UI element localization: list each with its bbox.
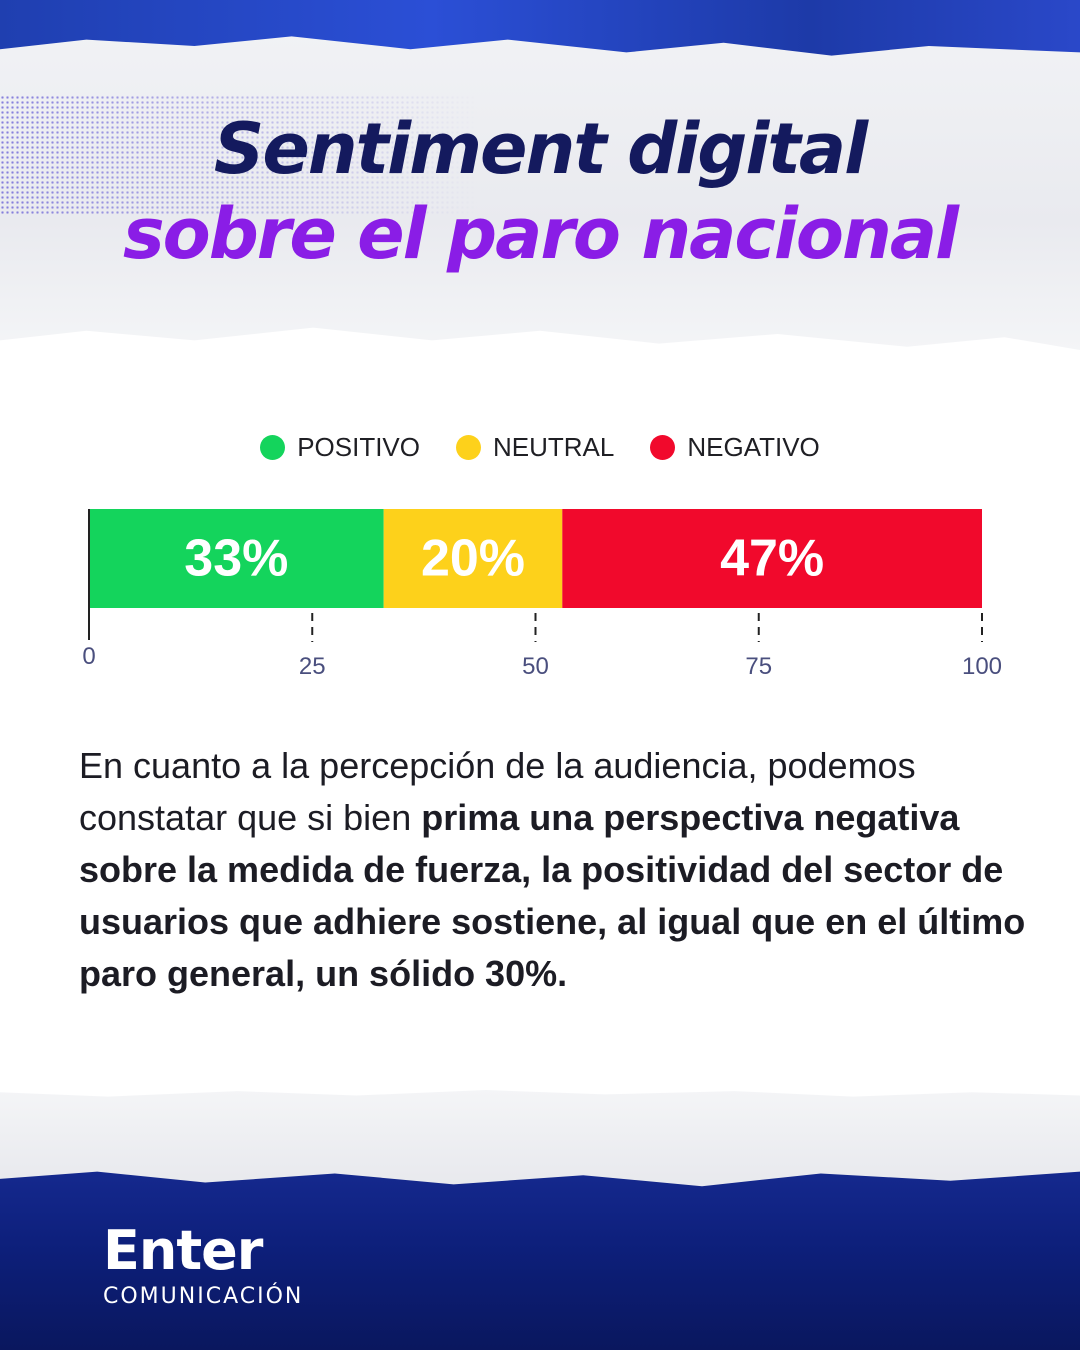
legend-label-neutral: NEUTRAL [493, 432, 615, 462]
summary-text-regular: En cuanto a la percepción de la audienci… [79, 745, 916, 838]
legend-dot-positivo [260, 435, 286, 460]
summary-paragraph: En cuanto a la percepción de la audienci… [79, 740, 1029, 1000]
legend-label-negativo: NEGATIVO [687, 432, 820, 462]
bar-label-neutral: 20% [421, 530, 525, 588]
logo-name: Enter [103, 1219, 263, 1282]
tick-label-75: 75 [745, 653, 772, 680]
stipple-decoration [0, 95, 480, 215]
bar-label-positivo: 33% [184, 530, 288, 588]
legend-label-positivo: POSITIVO [297, 432, 420, 462]
tick-label-25: 25 [299, 653, 326, 680]
bottom-texture-band [0, 1171, 1080, 1350]
chart-legend: POSITIVO NEUTRAL NEGATIVO [0, 432, 1080, 463]
legend-dot-negativo [650, 435, 676, 460]
tick-label-50: 50 [522, 653, 549, 680]
bar-segment-positivo [89, 509, 384, 608]
tick-label-100: 100 [962, 653, 1002, 680]
bar-segment-neutral [383, 509, 563, 608]
tick-label-0: 0 [82, 643, 95, 670]
enter-logo: Enter COMUNICACIÓN [103, 1222, 303, 1312]
title-line-2: sobre el paro nacional [122, 193, 959, 275]
legend-dot-neutral [456, 435, 481, 460]
logo-subtitle: COMUNICACIÓN [103, 1284, 304, 1309]
bar-label-negativo: 47% [720, 530, 824, 588]
title-line-1: Sentiment digital [213, 108, 868, 190]
stacked-bar-chart: 33% 20% 47% 0 25 50 75 100 [82, 509, 1002, 680]
legend-item-negativo: NEGATIVO [650, 432, 820, 463]
legend-item-positivo: POSITIVO [260, 432, 420, 463]
summary-text-bold: prima una perspectiva negativa sobre la … [79, 797, 1026, 994]
bar-segment-negativo [562, 509, 982, 608]
legend-item-neutral: NEUTRAL [456, 432, 614, 463]
